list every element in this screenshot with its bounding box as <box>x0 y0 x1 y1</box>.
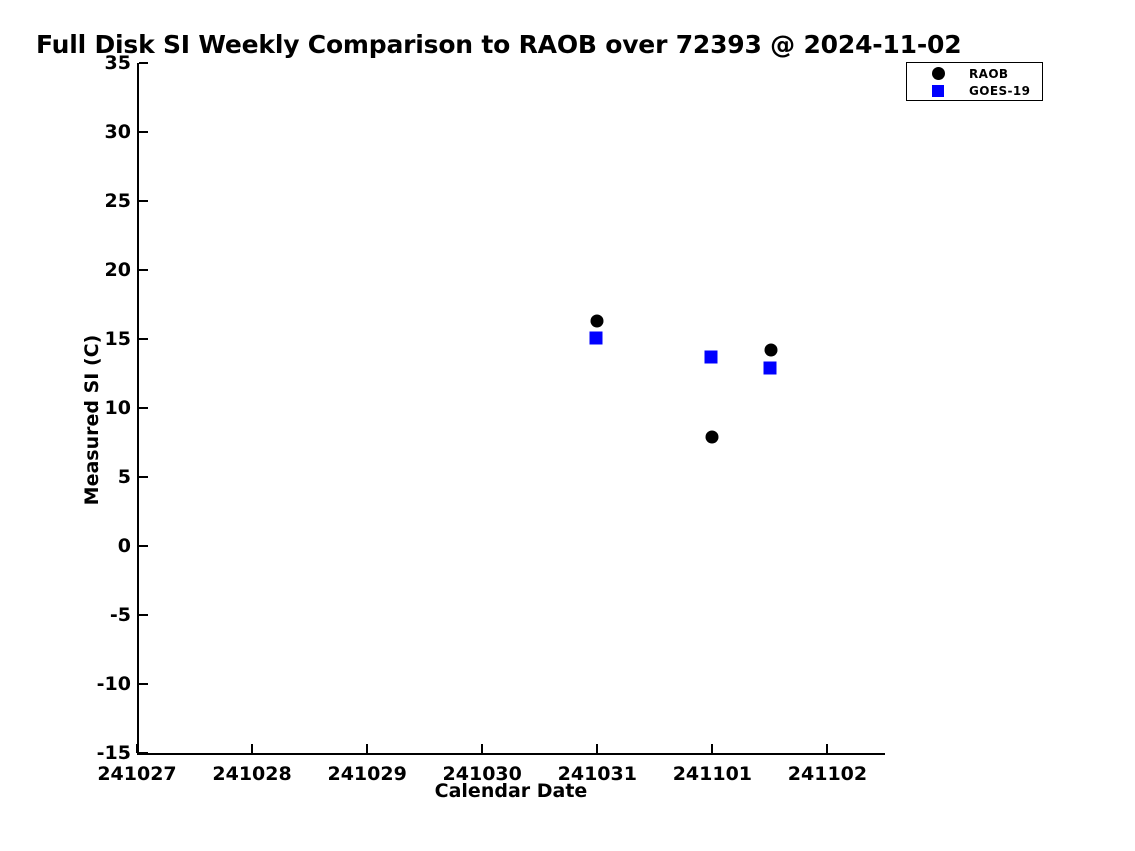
y-tick-mark <box>139 683 148 685</box>
data-points-layer <box>137 63 885 753</box>
data-point-goes-19 <box>763 361 777 375</box>
y-tick-mark <box>139 407 148 409</box>
x-axis-title: Calendar Date <box>434 780 588 802</box>
y-tick-label: -10 <box>96 673 131 695</box>
x-tick-mark <box>136 744 138 753</box>
x-tick-label: 241101 <box>672 763 753 785</box>
chart-title: Full Disk SI Weekly Comparison to RAOB o… <box>36 30 962 59</box>
y-tick-mark <box>139 269 148 271</box>
y-tick-mark <box>139 476 148 478</box>
y-tick-label: 30 <box>104 121 131 143</box>
x-tick-mark <box>596 744 599 753</box>
legend-label-goes19: GOES-19 <box>969 83 1031 98</box>
y-tick-mark <box>139 545 148 547</box>
x-tick-label: 241029 <box>327 763 407 785</box>
y-tick-label: 5 <box>117 466 131 488</box>
y-tick-label: 20 <box>104 259 131 281</box>
legend-label-raob: RAOB <box>969 66 1009 81</box>
legend-square-icon <box>907 84 969 97</box>
chart-legend: RAOB GOES-19 <box>906 62 1043 101</box>
y-tick-label: 0 <box>117 535 131 557</box>
x-tick-label: 241031 <box>557 763 637 785</box>
legend-entry-goes19: GOES-19 <box>907 81 1042 100</box>
y-tick-mark <box>139 614 148 616</box>
y-tick-label: 10 <box>104 397 131 419</box>
x-tick-label: 241030 <box>442 763 522 785</box>
y-axis-title: Measured SI (C) <box>81 334 103 506</box>
plot-axes: -15 -10 -5 0 5 10 15 20 25 30 35 241027 241028 24102… <box>97 52 885 785</box>
data-point-goes-19 <box>589 331 603 345</box>
y-tick-mark <box>139 752 148 754</box>
data-point-raob <box>590 314 604 328</box>
y-tick-mark <box>139 131 148 133</box>
x-tick-mark <box>711 744 714 753</box>
y-tick-label: -5 <box>109 604 131 626</box>
y-tick-label: 15 <box>104 328 131 350</box>
x-tick-label: 241102 <box>787 763 868 785</box>
y-tick-label: 35 <box>104 52 131 74</box>
x-tick-mark <box>826 744 829 753</box>
y-tick-mark <box>139 338 148 340</box>
y-axis-line <box>137 63 139 755</box>
x-tick-mark <box>366 744 369 753</box>
data-point-raob <box>764 343 778 357</box>
data-point-goes-19 <box>704 350 718 364</box>
legend-entry-raob: RAOB <box>907 64 1042 83</box>
x-tick-mark <box>251 744 254 753</box>
data-point-raob <box>705 430 719 444</box>
y-tick-label: 25 <box>104 190 131 212</box>
x-tick-mark <box>481 744 484 753</box>
y-tick-label: -15 <box>96 742 131 764</box>
y-tick-mark <box>139 62 148 64</box>
x-tick-label: 241028 <box>212 763 292 785</box>
y-tick-mark <box>139 200 148 202</box>
x-axis-line <box>137 753 885 755</box>
x-tick-label: 241027 <box>97 763 177 785</box>
legend-circle-icon <box>907 67 969 80</box>
